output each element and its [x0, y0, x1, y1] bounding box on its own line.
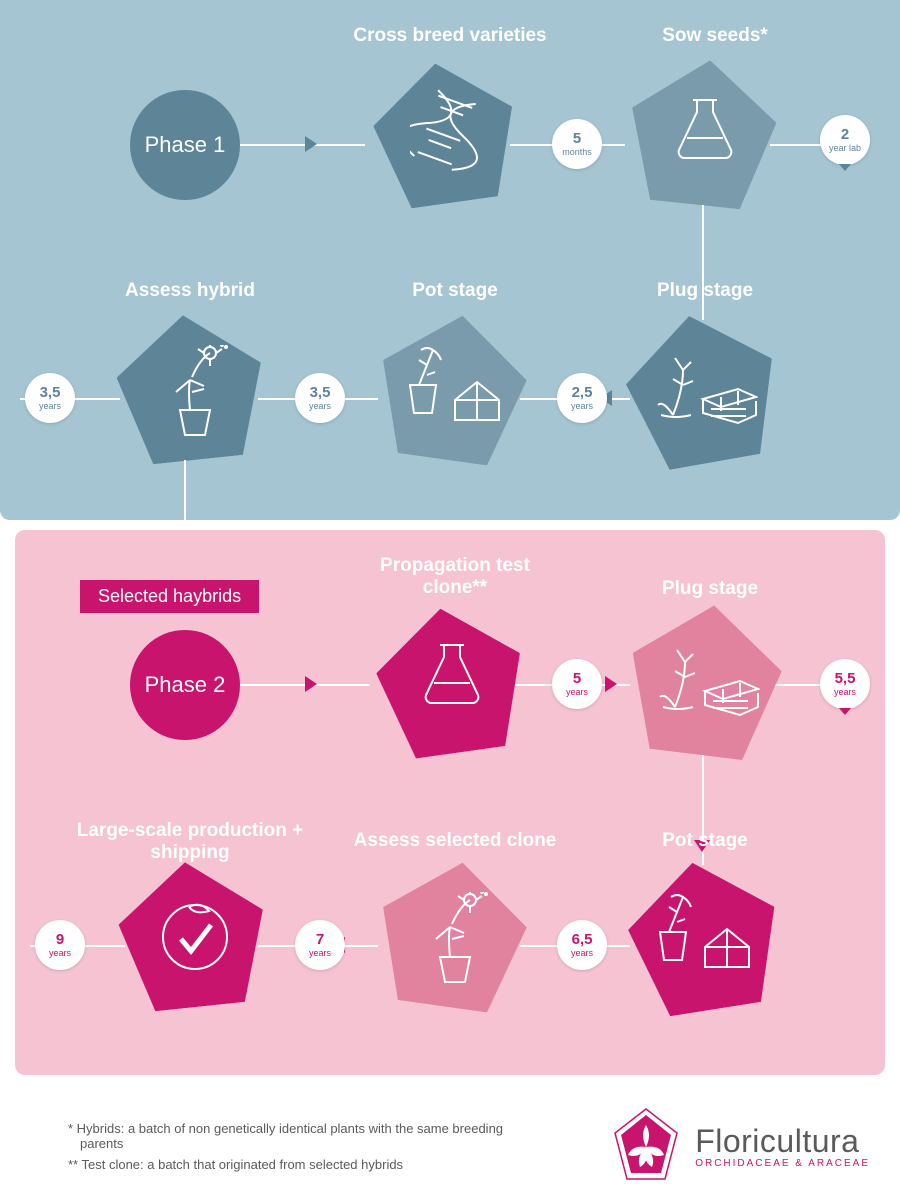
- badge-5-years: 5 years: [552, 659, 602, 709]
- pot-house-icon: [650, 892, 760, 992]
- badge-marker: [839, 164, 851, 171]
- badge-35-years-b: 3,5 years: [25, 373, 75, 423]
- step-title-pot: Pot stage: [375, 280, 535, 302]
- conn: [702, 205, 704, 320]
- plant-tray-icon: [648, 340, 758, 440]
- phase2-label: Phase 2: [145, 672, 226, 698]
- badge-25-years: 2,5 years: [557, 373, 607, 423]
- step-title-plug: Plug stage: [625, 280, 785, 302]
- flower-pot-icon: [145, 345, 245, 445]
- badge-7-years: 7 years: [295, 920, 345, 970]
- phase1-label: Phase 1: [145, 132, 226, 158]
- flower-pot-icon: [405, 892, 505, 992]
- badge-2-year-lab: 2 year lab: [820, 115, 870, 165]
- badge-35-years-a: 3,5 years: [295, 373, 345, 423]
- badge-marker: [839, 708, 851, 715]
- step-title-sow: Sow seeds*: [625, 25, 805, 47]
- selected-hybrids-tag: Selected haybrids: [80, 580, 259, 613]
- badge-9-years: 9 years: [35, 920, 85, 970]
- phase1-circle: Phase 1: [130, 90, 240, 200]
- step-title-assess-p2: Assess selected clone: [340, 830, 570, 852]
- logo-sub: ORCHIDACEAE & ARACEAE: [695, 1158, 870, 1169]
- step-title-assess: Assess hybrid: [100, 280, 280, 302]
- arrow: [305, 676, 317, 692]
- step-title-pot-p2: Pot stage: [625, 830, 785, 852]
- flask-icon: [665, 90, 745, 180]
- step-title-plug-p2: Plug stage: [630, 578, 790, 600]
- badge-65-years: 6,5 years: [557, 920, 607, 970]
- logo-icon: [611, 1107, 681, 1185]
- logo-name: Floricultura: [695, 1123, 870, 1160]
- arrow: [305, 136, 317, 152]
- dna-icon: [410, 85, 490, 185]
- arrow: [605, 676, 617, 692]
- conn: [240, 144, 365, 146]
- check-leaf-icon: [150, 892, 240, 982]
- badge-55-years: 5,5 years: [820, 659, 870, 709]
- plant-tray-icon: [650, 632, 760, 732]
- step-title-ship: Large-scale production + shipping: [60, 820, 320, 864]
- pot-house-icon: [400, 345, 510, 445]
- badge-5-months: 5 months: [552, 119, 602, 169]
- step-title-prop: Propagation test clone**: [350, 555, 560, 599]
- phase2-circle: Phase 2: [130, 630, 240, 740]
- footnotes: * Hybrids: a batch of non genetically id…: [60, 1121, 540, 1178]
- flask-icon: [412, 635, 492, 725]
- logo: Floricultura ORCHIDACEAE & ARACEAE: [611, 1107, 870, 1185]
- step-title-cross: Cross breed varieties: [340, 25, 560, 47]
- footnote-2: ** Test clone: a batch that originated f…: [60, 1157, 540, 1172]
- footnote-1: * Hybrids: a batch of non genetically id…: [60, 1121, 540, 1151]
